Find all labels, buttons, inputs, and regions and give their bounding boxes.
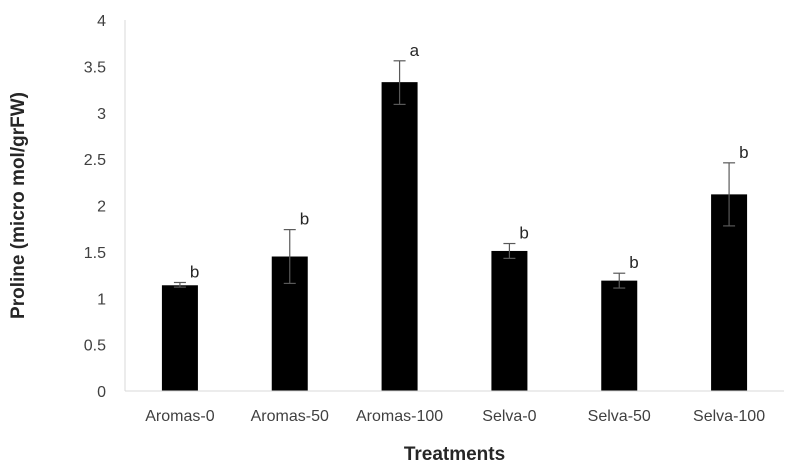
- bar: [491, 250, 528, 391]
- x-tick-label: Aromas-50: [251, 408, 329, 425]
- y-axis-title: Proline (micro mol/grFW): [8, 92, 29, 319]
- significance-letter: b: [739, 143, 748, 162]
- significance-letter: b: [629, 253, 638, 272]
- bars: [161, 82, 748, 391]
- y-tick-label: 0.5: [84, 338, 106, 355]
- y-tick-label: 1: [97, 291, 106, 308]
- significance-letter: b: [519, 224, 528, 243]
- y-tick-label: 3.5: [84, 59, 106, 76]
- bar: [711, 194, 748, 391]
- y-axis-ticks: 0 0.5 1 1.5 2 2.5 3 3.5 4: [84, 13, 106, 401]
- y-tick-label: 4: [97, 13, 106, 30]
- y-tick-label: 3: [97, 106, 106, 123]
- bar: [381, 82, 418, 391]
- x-axis-title: Treatments: [404, 444, 505, 463]
- error-bars: [173, 60, 736, 289]
- x-tick-label: Selva-50: [588, 408, 651, 425]
- bar: [601, 280, 638, 391]
- bar: [161, 285, 198, 391]
- y-tick-label: 2.5: [84, 152, 106, 169]
- significance-letter: b: [300, 210, 309, 229]
- x-tick-label: Aromas-0: [145, 408, 214, 425]
- significance-letter: b: [190, 262, 199, 281]
- x-tick-label: Selva-100: [693, 408, 765, 425]
- x-tick-label: Aromas-100: [356, 408, 443, 425]
- y-tick-label: 2: [97, 199, 106, 216]
- y-tick-label: 1.5: [84, 245, 106, 262]
- significance-letter: a: [410, 41, 420, 60]
- significance-letters: b b a b b b: [190, 41, 749, 282]
- x-tick-label: Selva-0: [482, 408, 536, 425]
- x-axis-category-labels: Aromas-0 Aromas-50 Aromas-100 Selva-0 Selva-…: [145, 408, 765, 425]
- y-tick-label: 0: [97, 384, 106, 401]
